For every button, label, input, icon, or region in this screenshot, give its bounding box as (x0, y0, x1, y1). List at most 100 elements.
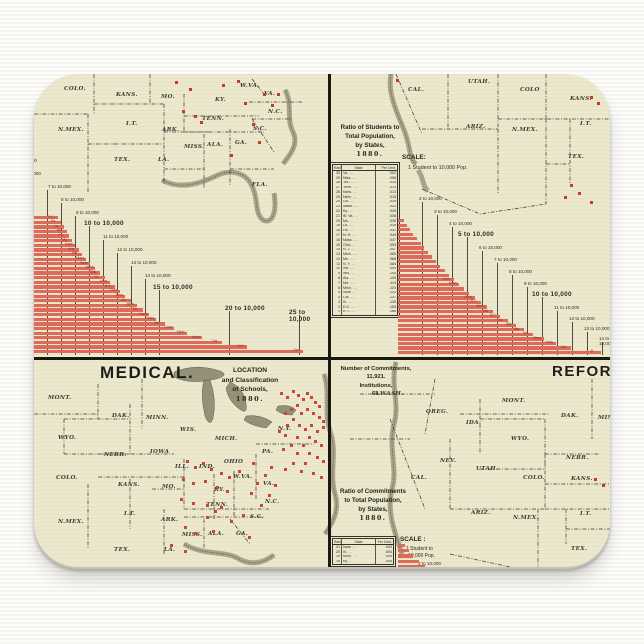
bar-state-label: Mass. (146, 316, 156, 321)
table-cell: .131 (389, 290, 396, 295)
state-label: COLO. (523, 475, 545, 481)
chart-bar (398, 278, 454, 282)
chart-bar (398, 255, 432, 259)
state-label: UTAH. (476, 466, 499, 472)
state-label: NEV. (440, 458, 457, 464)
stat-line: Number of Commitments, (340, 366, 412, 372)
data-dot (230, 154, 233, 157)
state-label: MONT. (48, 395, 72, 401)
panel-divider-vertical (328, 74, 331, 567)
table-cell: .057 (389, 247, 396, 252)
chart-gridline (299, 315, 301, 355)
table-cell: .005 (385, 554, 392, 559)
map-top-left (34, 74, 302, 224)
data-dot (222, 84, 225, 87)
chart-gridline (602, 342, 603, 355)
school-marker (274, 484, 277, 487)
chart-bar (398, 305, 487, 309)
table-cell: .124 (389, 285, 396, 290)
stat-line: Institutions, (359, 382, 393, 389)
data-dot (194, 115, 197, 118)
data-dot (182, 110, 185, 113)
table-cell: N. Y. (342, 262, 376, 267)
bar-state-label: Ind. (497, 317, 504, 322)
state-label: IDA. (466, 420, 482, 426)
scale-line: 1 Student to (406, 546, 433, 552)
gridline-label: 6 to 10,000 (34, 171, 41, 176)
school-marker (192, 482, 195, 485)
state-label: ILL. (175, 464, 190, 470)
school-marker (184, 526, 187, 529)
school-marker (212, 530, 215, 533)
gridline-label: 20 to 10,000 (225, 305, 265, 312)
bar-state-label: Kans. (65, 242, 74, 247)
state-label: KANS. (571, 476, 593, 482)
school-marker (186, 460, 189, 463)
data-dot (578, 192, 581, 195)
chart-bar (34, 220, 62, 224)
chart-bar (34, 266, 96, 271)
heading-line: by States, (355, 141, 385, 149)
state-label: CAL. (408, 87, 425, 93)
table-cell: Minn. (342, 285, 376, 291)
bar-state-label: Ill. (590, 349, 594, 354)
data-dot (189, 88, 192, 91)
state-label: LA. (164, 547, 176, 553)
state-label: DAK. (561, 413, 579, 419)
chart-bar (34, 345, 248, 349)
bar-state-label: Mo. (132, 306, 139, 311)
state-label: N.MEX. (512, 127, 538, 133)
state-label: DAK. (112, 413, 130, 419)
map-top-right (387, 74, 610, 215)
school-marker (310, 424, 313, 427)
school-marker (318, 405, 321, 408)
bar-state-label: Mass. (448, 281, 458, 286)
bar-state-label: Wash. (85, 265, 95, 270)
school-marker (322, 420, 325, 423)
table-cell: Ill. (342, 549, 376, 555)
school-marker (250, 492, 253, 495)
school-marker (216, 486, 219, 489)
school-marker (314, 440, 317, 443)
data-dot (590, 201, 593, 204)
school-marker (284, 468, 287, 471)
chart-bar (34, 285, 115, 289)
table-cell: Iowa (342, 290, 376, 296)
chart-bar (398, 323, 516, 327)
state-label: KY. (215, 97, 227, 103)
table-cell: Tex. (342, 180, 376, 186)
heading-line: Ratio of Students to (340, 124, 400, 131)
table-cell: .008 (389, 175, 396, 180)
panel-divider-horizontal (34, 357, 610, 360)
chart-bar (34, 280, 111, 284)
school-marker (248, 536, 251, 539)
table-cell: Md. (342, 281, 376, 286)
chart-bar (398, 269, 445, 273)
chart-gridline (467, 237, 468, 355)
data-dot (244, 102, 247, 105)
table-cell: .043 (389, 233, 396, 237)
scale-subtitle: 1 Student to 10,000 Pop. (408, 165, 468, 171)
state-label: TENN. (206, 502, 229, 508)
chart-gridline (482, 251, 483, 355)
table-cell: Kans. (342, 190, 376, 196)
gridline-label: 11 to 10,000 (554, 305, 580, 310)
school-marker (296, 436, 299, 439)
data-dot (258, 141, 261, 144)
table-cell: .068 (389, 257, 396, 261)
data-dot (590, 96, 593, 99)
chart-bar (398, 314, 500, 318)
table-header-cell: State (342, 165, 376, 171)
state-label: GA. (236, 531, 249, 537)
chart-bar (398, 241, 421, 246)
table-cell: N. H. (342, 233, 376, 239)
heading-line: and Classification (221, 376, 279, 384)
chart-bar (398, 291, 470, 296)
school-marker (214, 510, 217, 513)
gridline-label: 4 to 10,000 (449, 221, 472, 226)
chart-gridline (557, 311, 558, 355)
